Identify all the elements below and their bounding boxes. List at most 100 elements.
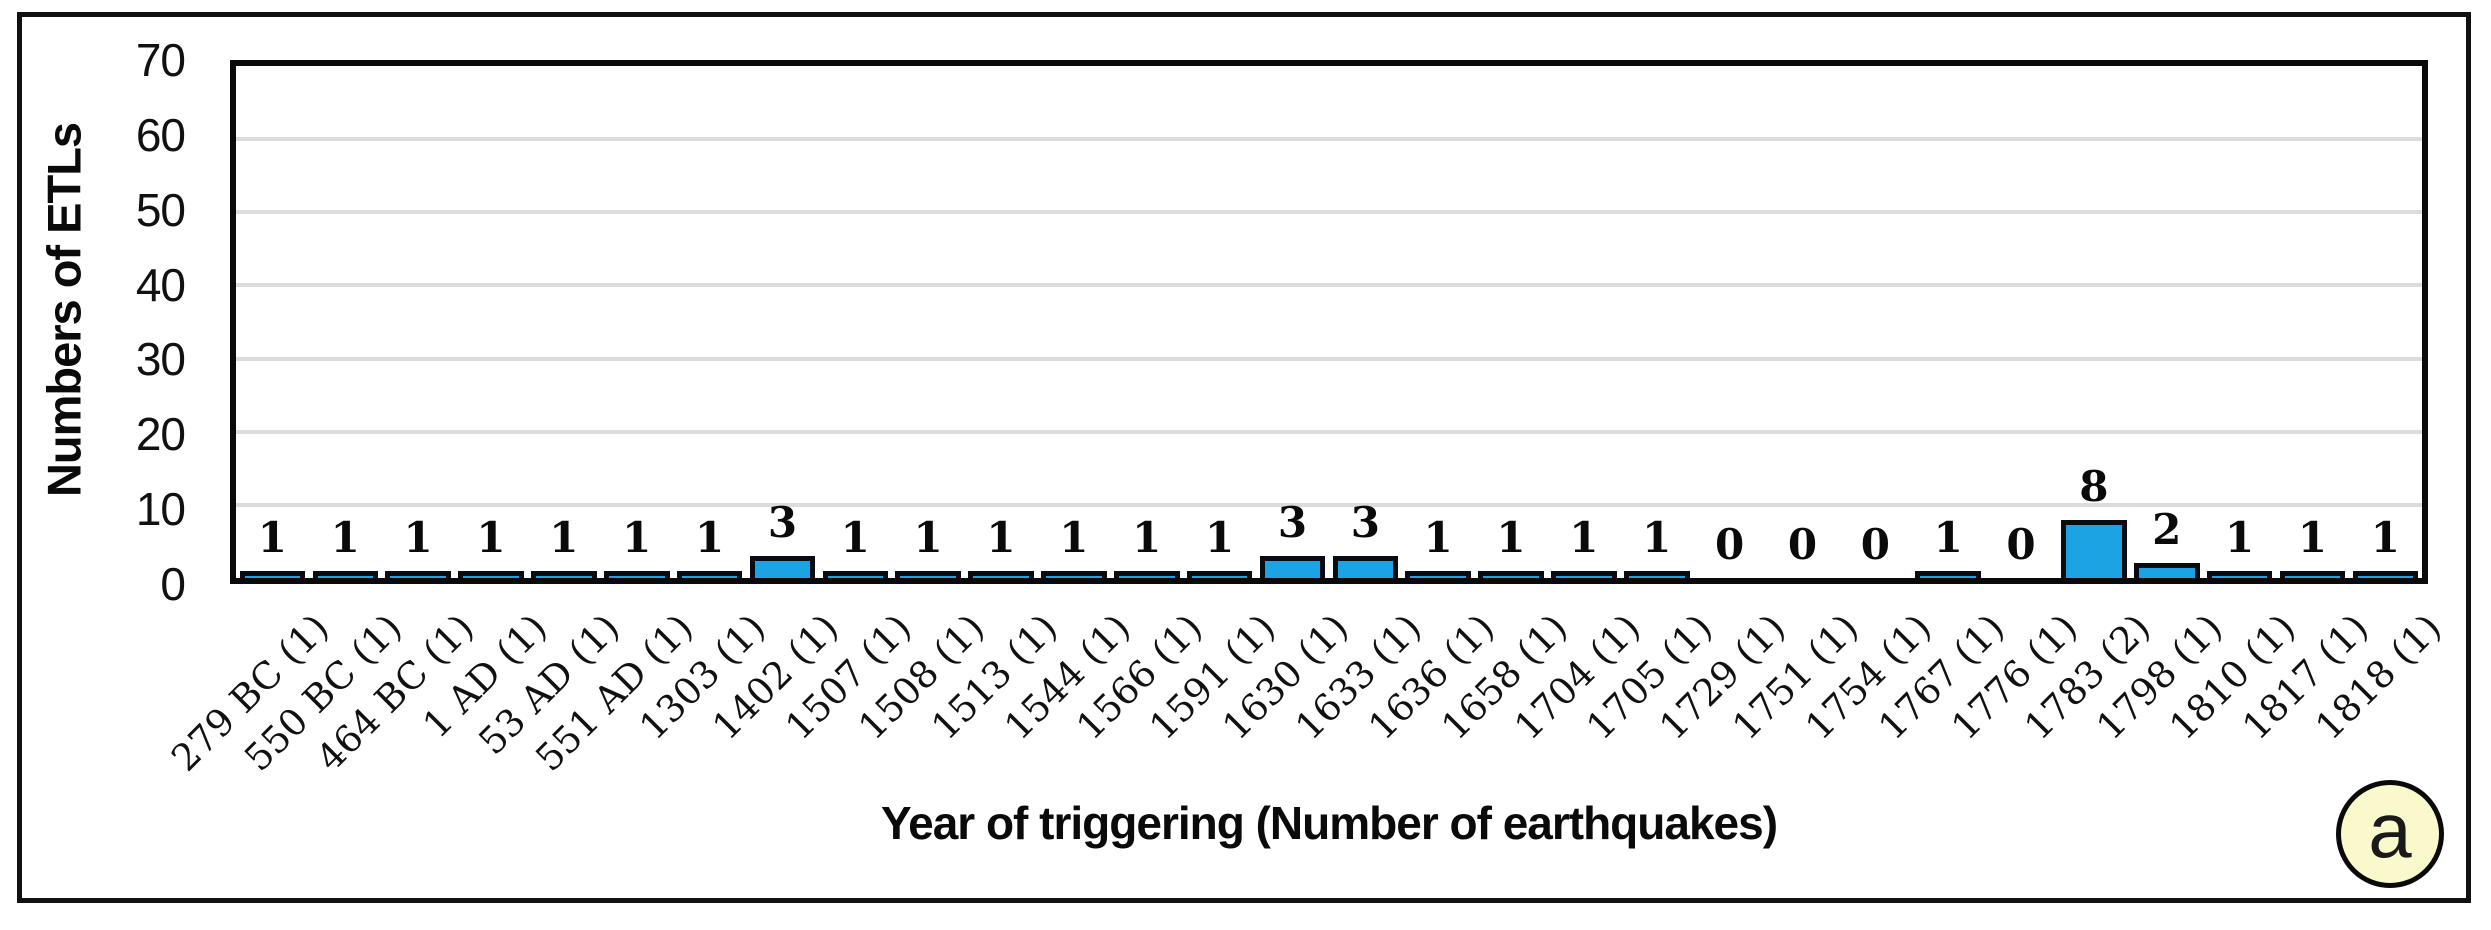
- gridline: [236, 210, 2422, 215]
- bar-slot: 1 551 AD (1): [527, 66, 701, 780]
- bar-slot: 2 1798 (1): [2089, 66, 2231, 748]
- bar-value-label: 1: [1204, 512, 1235, 562]
- y-tick-label: 20: [135, 408, 186, 461]
- bar-slot: 1 1817 (1): [2234, 66, 2376, 748]
- bar-slot: 1 550 BC (1): [236, 66, 410, 779]
- y-tick-label: 60: [135, 108, 186, 161]
- bar: [2352, 570, 2419, 578]
- bar-slot: 1 1767 (1): [1870, 66, 2012, 748]
- bar-value-label: 0: [1714, 520, 1745, 569]
- plot-area: 1 279 BC (1) 1 550 BC (1) 1 464 BC (1) 1 1 AD (…: [163, 60, 2450, 780]
- bar: [531, 570, 597, 578]
- bar: [1478, 570, 1544, 578]
- bar: [1332, 556, 1399, 578]
- y-tick-label: 70: [135, 34, 186, 86]
- bar: [1113, 570, 1180, 578]
- bar-value-label: 1: [2297, 512, 2328, 562]
- bar-slot: 1 1810 (1): [2162, 66, 2304, 748]
- bar-slot: 0 1776 (1): [1943, 66, 2085, 749]
- bar: [1259, 556, 1326, 578]
- bar-value-label: 1: [986, 512, 1016, 562]
- bar-slot: 1 1591 (1): [1142, 66, 1284, 748]
- bar-value-label: 1: [1642, 512, 1672, 562]
- gridline: [236, 283, 2422, 288]
- bar-value-label: 1: [2370, 512, 2400, 562]
- y-tick-label: 50: [135, 183, 186, 236]
- bar-value-label: 1: [840, 512, 870, 562]
- bar-value-label: 3: [1350, 498, 1380, 548]
- bar-slot: 1 1636 (1): [1360, 66, 1502, 748]
- bar-value-label: 1: [1059, 512, 1089, 562]
- bar-value-label: 3: [767, 498, 798, 548]
- bar-value-label: 1: [913, 512, 943, 562]
- gridline: [236, 502, 2422, 507]
- bar: [1186, 570, 1253, 578]
- bar-slot: 1 53 AD (1): [471, 66, 628, 763]
- bar: [1915, 570, 1981, 578]
- bar-value-label: 0: [1860, 520, 1890, 569]
- bar-value-label: 0: [1787, 520, 1818, 569]
- bar-slot: 1 279 BC (1): [163, 66, 337, 779]
- bar-value-label: 0: [2006, 520, 2036, 569]
- bar-value-label: 1: [1423, 512, 1453, 562]
- bar-slot: 0 1751 (1): [1724, 66, 1866, 749]
- bar: [458, 570, 524, 578]
- bar: [1041, 570, 1107, 578]
- bar: [2279, 570, 2346, 578]
- bar-slot: 3 1630 (1): [1214, 66, 1356, 749]
- bar: [822, 570, 889, 578]
- bar-slot: 1 1704 (1): [1506, 66, 1648, 748]
- y-tick-label: 10: [135, 483, 186, 536]
- bar: [2206, 570, 2273, 578]
- panel-badge-label: a: [2368, 786, 2412, 874]
- y-tick-label: 30: [135, 333, 186, 386]
- bar-slot: 1 1507 (1): [777, 66, 919, 748]
- panel-badge: a: [2336, 780, 2444, 888]
- bar-value-label: 1: [2225, 512, 2255, 562]
- bar-value-label: 3: [1277, 498, 1308, 548]
- bar-slot: 1 1818 (1): [2307, 66, 2449, 748]
- gridline: [236, 356, 2422, 361]
- bar: [2061, 519, 2127, 578]
- y-tick-label: 0: [160, 558, 186, 610]
- bar: [676, 570, 743, 578]
- y-tick-label: 40: [135, 258, 186, 311]
- y-axis-ticks: 0 10 20 30 40 50 60 70: [60, 37, 186, 607]
- bar-slot: 1 1513 (1): [923, 66, 1065, 748]
- bar-slot: 1 1705 (1): [1579, 66, 1721, 748]
- bar: [603, 570, 670, 578]
- bar: [895, 570, 961, 578]
- bar: [749, 556, 816, 578]
- bar-value-label: 1: [1496, 512, 1526, 562]
- bar-slot: 3 1402 (1): [704, 66, 846, 749]
- gridline: [236, 137, 2422, 142]
- bar: [385, 570, 451, 578]
- bar: [2133, 563, 2200, 578]
- bar-slot: 0 1729 (1): [1652, 66, 1794, 749]
- bar-value-label: 1: [622, 512, 652, 562]
- bar: [968, 570, 1034, 578]
- bar-slot: 0 1754 (1): [1797, 66, 1939, 749]
- bars-container: 1 279 BC (1) 1 550 BC (1) 1 464 BC (1) 1 1 AD (…: [163, 66, 2450, 780]
- bar-value-label: 8: [2079, 461, 2109, 511]
- bar: [1405, 570, 1471, 578]
- bar: [1623, 570, 1690, 578]
- x-axis-title: Year of triggering (Number of earthquake…: [880, 797, 1778, 849]
- bar-value-label: 1: [694, 512, 725, 562]
- bar-slot: 1 1508 (1): [850, 66, 992, 748]
- bar-slot: 1 1303 (1): [632, 66, 774, 748]
- bar-value-label: 1: [330, 512, 360, 562]
- bar-value-label: 2: [2152, 505, 2182, 555]
- bar-value-label: 1: [549, 512, 579, 562]
- bar-slot: 1 464 BC (1): [309, 66, 483, 779]
- bar-value-label: 1: [1933, 512, 1963, 562]
- bar-value-label: 1: [257, 512, 288, 562]
- bar-value-label: 1: [476, 512, 506, 562]
- bar: [1551, 570, 1617, 578]
- bar-value-label: 1: [1132, 512, 1162, 562]
- bar-slot: 3 1633 (1): [1287, 66, 1429, 749]
- bar-slot: 8 1783 (2): [2016, 66, 2158, 748]
- bar: [239, 570, 306, 578]
